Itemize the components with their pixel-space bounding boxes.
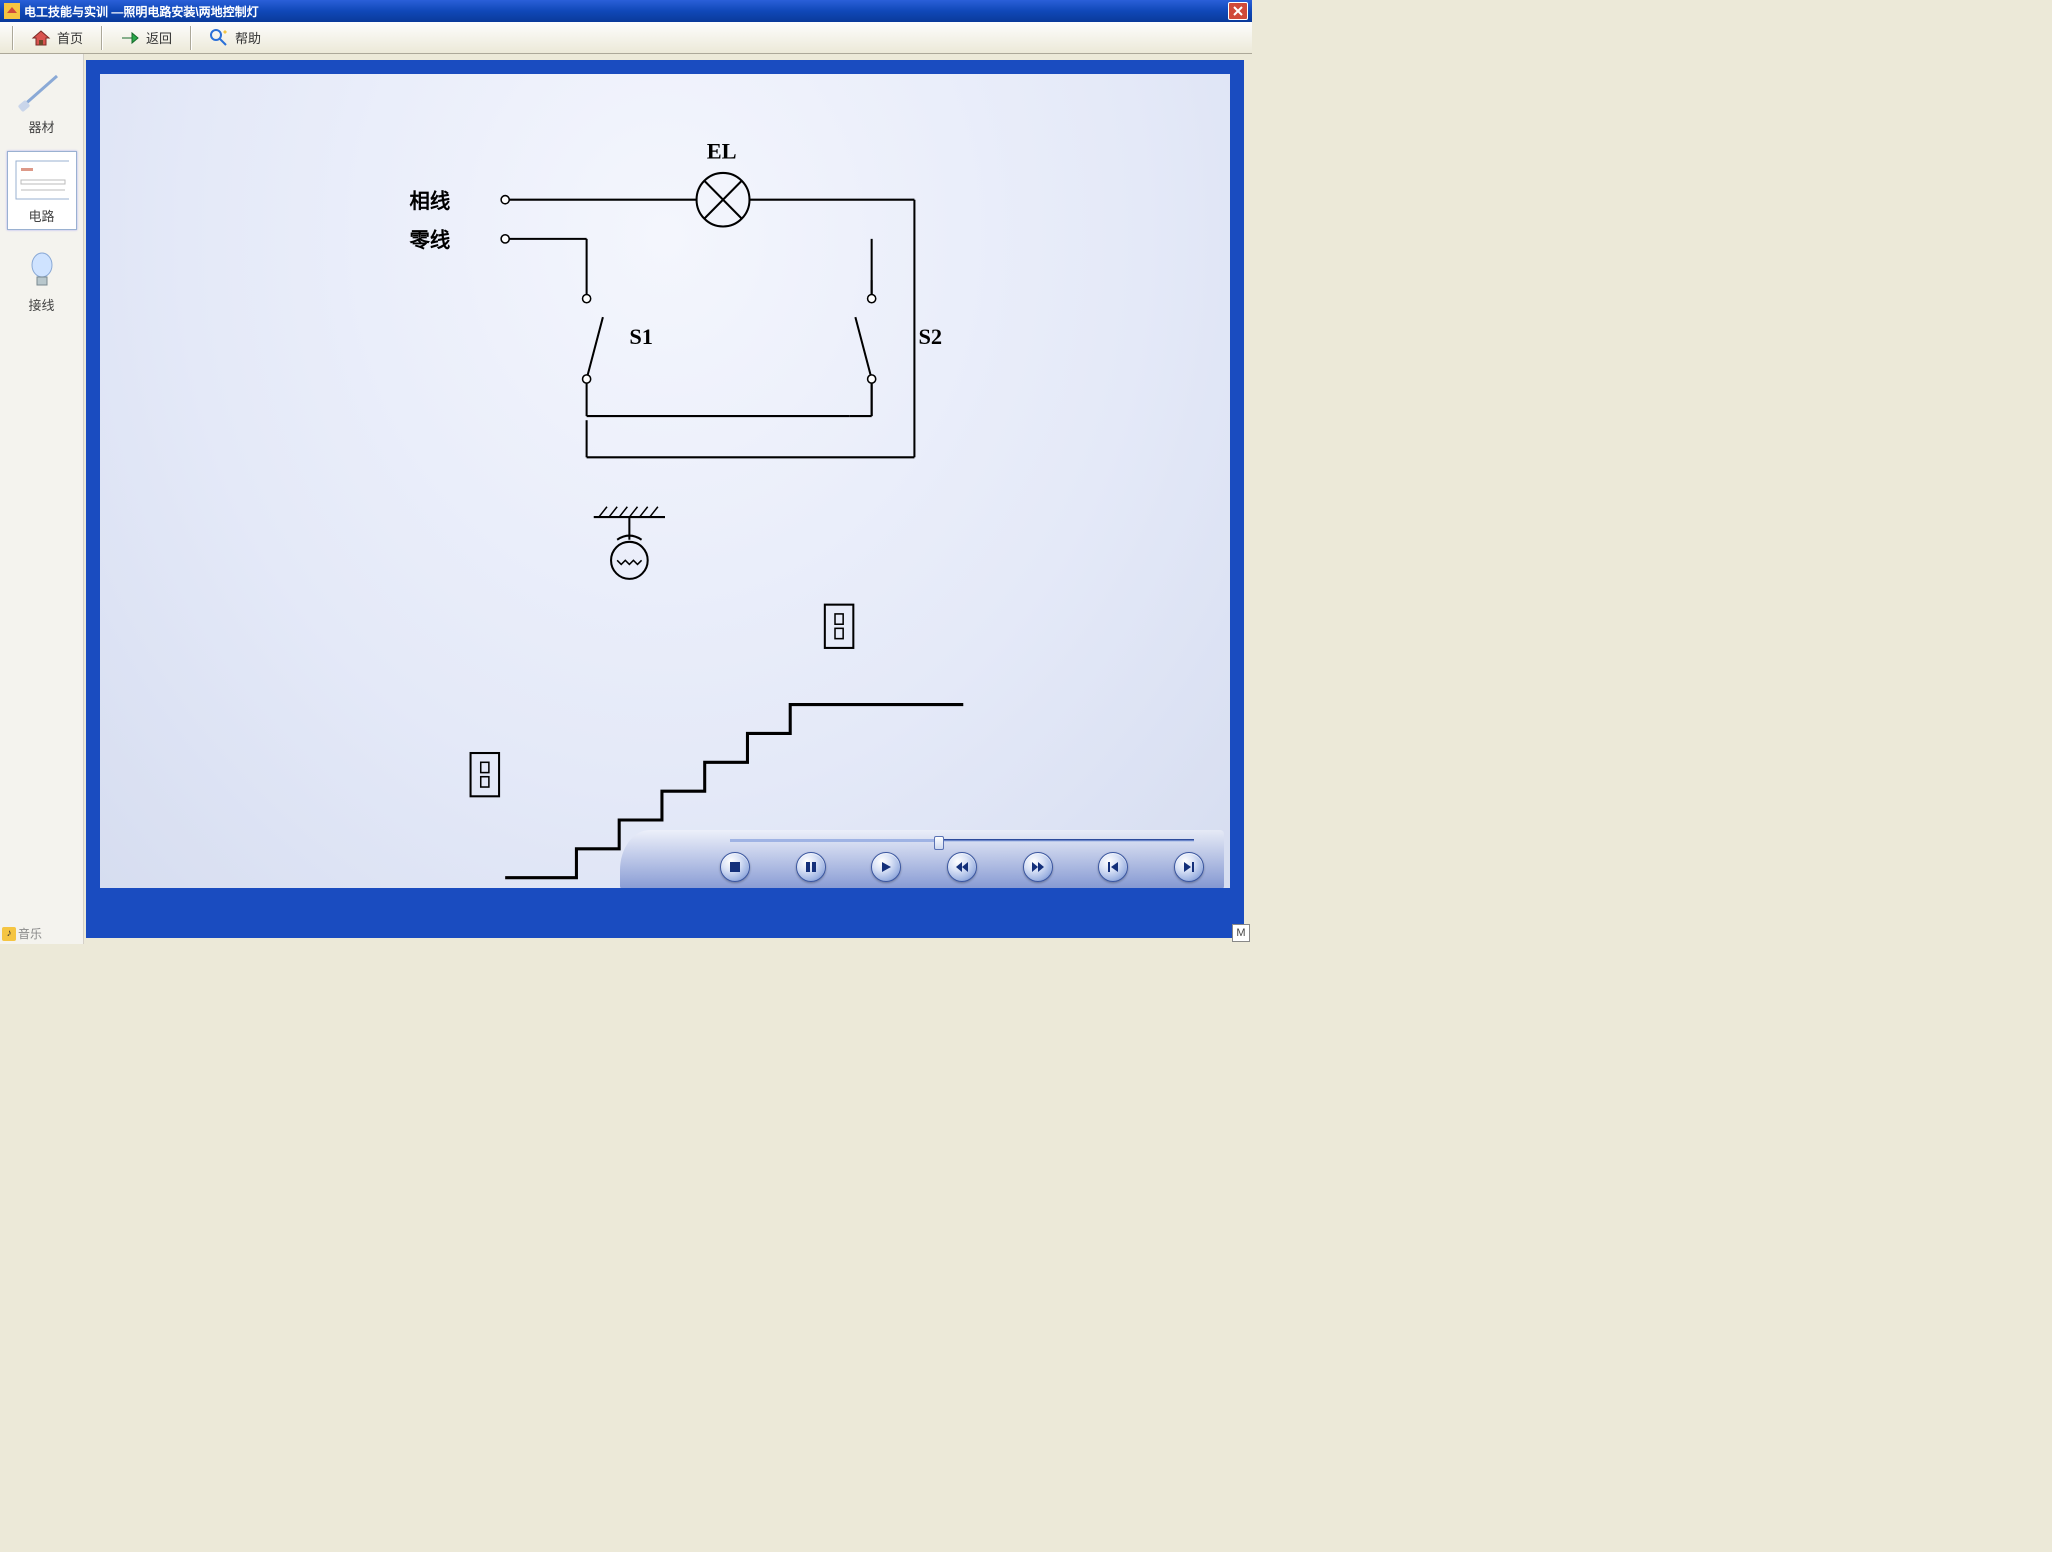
sidebar-item-label: 器材 [10, 117, 74, 136]
home-icon [31, 28, 51, 48]
hanging-lamp-icon [594, 507, 665, 579]
main-toolbar: 首页 返回 帮助 [0, 22, 1252, 54]
progress-slider[interactable] [730, 836, 1194, 844]
screwdriver-icon [15, 69, 69, 113]
play-button[interactable] [871, 852, 901, 882]
back-arrow-icon [120, 28, 140, 48]
toolbar-help-button[interactable]: 帮助 [201, 26, 269, 50]
help-icon [209, 28, 229, 48]
toolbar-home-button[interactable]: 首页 [23, 26, 91, 50]
window-titlebar: 电工技能与实训 —照明电路安装\两地控制灯 [0, 0, 1252, 22]
next-button[interactable] [1174, 852, 1204, 882]
publisher-text: 高等教育出版社 [1088, 908, 1214, 934]
toolbar-back-button[interactable]: 返回 [112, 26, 180, 50]
progress-fill [730, 839, 939, 842]
app-icon [4, 3, 20, 19]
bulb-icon [15, 247, 69, 291]
stop-button[interactable] [720, 852, 750, 882]
label-phase: 相线 [409, 189, 450, 213]
wall-switch-top-icon [825, 605, 854, 648]
window-title: 电工技能与实训 —照明电路安装\两地控制灯 [24, 3, 1228, 20]
content-stage: EL 相线 零线 [86, 60, 1244, 938]
left-sidebar: 器材 电路 接线 [0, 54, 84, 944]
music-label: 音乐 [18, 925, 42, 942]
sidebar-item-equipment[interactable]: 器材 [7, 62, 77, 141]
window-close-button[interactable] [1228, 2, 1248, 20]
sidebar-item-label: 接线 [10, 295, 74, 314]
prev-button[interactable] [1098, 852, 1128, 882]
circuit-thumbnail-icon [15, 158, 69, 202]
copyright-icon: C [1060, 910, 1082, 932]
music-toggle[interactable]: ♪ 音乐 [2, 925, 42, 942]
toolbar-back-label: 返回 [146, 28, 172, 47]
pause-button[interactable] [796, 852, 826, 882]
media-controls [620, 830, 1224, 890]
stage-wrapper: EL 相线 零线 [84, 54, 1252, 944]
label-s1: S1 [629, 324, 653, 349]
fastforward-button[interactable] [1023, 852, 1053, 882]
music-note-icon: ♪ [2, 927, 16, 941]
rewind-button[interactable] [947, 852, 977, 882]
label-s2: S2 [918, 324, 942, 349]
wall-switch-bottom-icon [471, 753, 500, 796]
main-area: 器材 电路 接线 EL [0, 54, 1252, 944]
toolbar-home-label: 首页 [57, 28, 83, 47]
publisher-label: C 高等教育出版社 [1060, 908, 1214, 934]
circuit-diagram: EL 相线 零线 [100, 74, 1230, 888]
label-el: EL [707, 138, 737, 163]
toolbar-help-label: 帮助 [235, 28, 261, 47]
sidebar-item-label: 电路 [10, 206, 74, 225]
footer-title: 电工技能与实训 [100, 891, 468, 935]
sidebar-item-circuit[interactable]: 电路 [7, 151, 77, 230]
status-badge-m: M [1232, 924, 1250, 942]
stage-footer: 电工技能与实训 [100, 888, 1230, 938]
progress-thumb[interactable] [934, 836, 944, 850]
label-neutral: 零线 [408, 228, 450, 252]
sidebar-item-wiring[interactable]: 接线 [7, 240, 77, 319]
